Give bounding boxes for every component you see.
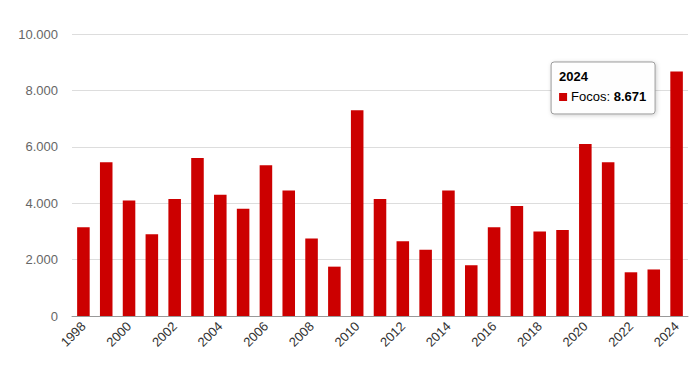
svg-text:2022: 2022 bbox=[605, 319, 636, 350]
svg-text:2018: 2018 bbox=[514, 319, 545, 350]
svg-text:Focos:: Focos: bbox=[571, 89, 614, 104]
svg-text:2016: 2016 bbox=[468, 319, 499, 350]
svg-text:2006: 2006 bbox=[240, 319, 271, 350]
svg-text:1998: 1998 bbox=[58, 319, 89, 350]
svg-text:2002: 2002 bbox=[149, 319, 180, 350]
svg-text:0: 0 bbox=[51, 309, 58, 324]
svg-text:8.000: 8.000 bbox=[25, 83, 58, 98]
svg-text:2024: 2024 bbox=[559, 69, 589, 84]
svg-text:2000: 2000 bbox=[103, 319, 134, 350]
svg-text:4.000: 4.000 bbox=[25, 196, 58, 211]
svg-text:8.671: 8.671 bbox=[614, 89, 647, 104]
svg-text:2012: 2012 bbox=[377, 319, 408, 350]
svg-text:2024: 2024 bbox=[651, 319, 682, 350]
svg-text:10.000: 10.000 bbox=[18, 27, 58, 42]
svg-text:6.000: 6.000 bbox=[25, 139, 58, 154]
svg-text:2014: 2014 bbox=[423, 319, 454, 350]
svg-text:2010: 2010 bbox=[331, 319, 362, 350]
svg-text:2.000: 2.000 bbox=[25, 252, 58, 267]
svg-text:2020: 2020 bbox=[560, 319, 591, 350]
svg-text:2008: 2008 bbox=[286, 319, 317, 350]
svg-text:2004: 2004 bbox=[195, 319, 226, 350]
